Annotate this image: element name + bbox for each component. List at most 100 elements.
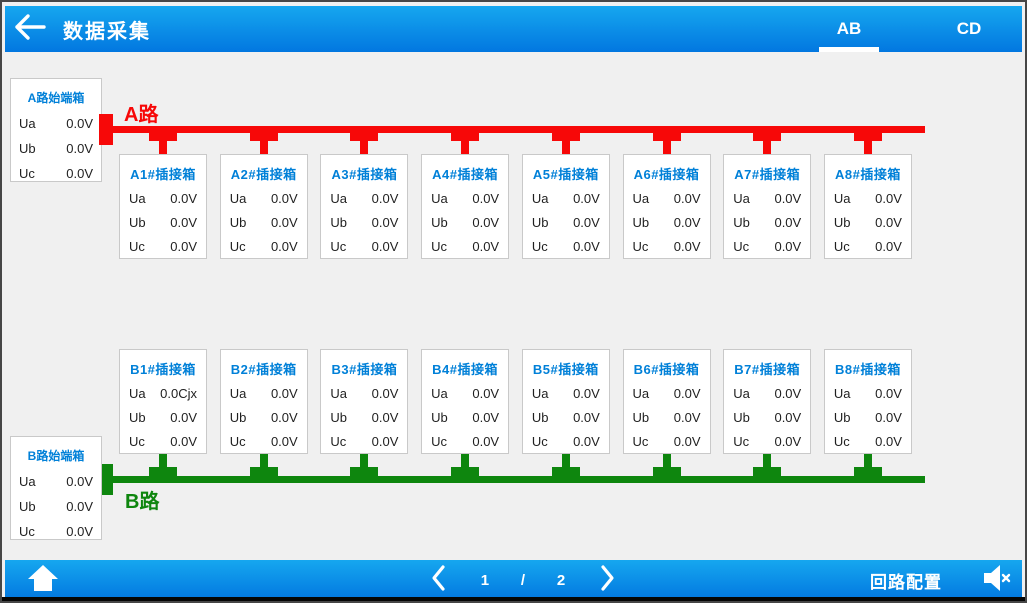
voltage-label: Uc	[733, 239, 750, 254]
bus-tap-connector	[249, 132, 278, 154]
voltage-row: Ub 0.0V	[221, 211, 307, 235]
junction-box-title: B5#插接箱	[532, 362, 599, 377]
voltage-value: 0.0V	[66, 141, 93, 156]
junction-box: A7#插接箱 Ua 0.0V Ub 0.0V Uc 0.0V	[723, 154, 812, 259]
voltage-label: Uc	[431, 434, 447, 449]
voltage-label: Ub	[833, 215, 851, 230]
footer-bar: 1 / 2 回路配置	[5, 560, 1022, 600]
voltage-row: Uc 0.0V	[825, 235, 911, 259]
tab-cd[interactable]: CD	[939, 6, 999, 52]
voltage-row: Ub 0.0V	[825, 406, 911, 430]
voltage-row: Uc 0.0V	[624, 235, 710, 259]
voltage-label: Ub	[431, 215, 448, 230]
voltage-label: Uc	[632, 239, 649, 254]
voltage-row: Uc 0.0V	[120, 430, 206, 454]
junction-box: B5#插接箱 Ua 0.0V Ub 0.0V Uc 0.0V	[521, 349, 610, 454]
circuit-config-button[interactable]: 回路配置	[870, 560, 942, 600]
voltage-row: Uc 0.0V	[120, 235, 206, 259]
voltage-value: 0.0V	[270, 215, 298, 230]
voltage-label: Ub	[330, 215, 348, 230]
voltage-value: 0.0V	[673, 434, 701, 449]
voltage-value: 0.0V	[270, 239, 298, 254]
voltage-label: Uc	[431, 239, 447, 254]
mute-button[interactable]	[981, 564, 1013, 595]
junction-box-cell: A1#插接箱 Ua 0.0V Ub 0.0V Uc 0.0V	[119, 132, 207, 259]
junction-box-cell: A7#插接箱 Ua 0.0V Ub 0.0V Uc 0.0V	[723, 132, 812, 259]
voltage-row: Ua 0.0V	[321, 187, 407, 211]
voltage-value: 0.0V	[573, 191, 600, 206]
voltage-row: Ua 0.0V	[422, 187, 508, 211]
voltage-value: 0.0V	[774, 386, 802, 401]
row-a-boxes: A1#插接箱 Ua 0.0V Ub 0.0V Uc 0.0V A2#插接箱 Ua…	[119, 132, 912, 259]
junction-box: B3#插接箱 Ua 0.0V Ub 0.0V Uc 0.0V	[320, 349, 409, 454]
voltage-label: Uc	[129, 434, 145, 449]
bottom-strip	[2, 597, 1025, 601]
junction-box-cell: B4#插接箱 Ua 0.0V Ub 0.0V Uc 0.0V	[421, 349, 510, 476]
junction-box-title: A2#插接箱	[230, 167, 297, 182]
voltage-value: 0.0V	[774, 215, 802, 230]
voltage-value: 0.0V	[472, 191, 500, 206]
voltage-label: Ub	[129, 410, 146, 425]
voltage-label: Ub	[229, 410, 247, 425]
bus-tap-connector	[451, 132, 480, 154]
voltage-label: Ua	[632, 386, 650, 401]
voltage-label: Ua	[632, 191, 650, 206]
junction-box-cell: B7#插接箱 Ua 0.0V Ub 0.0V Uc 0.0V	[723, 349, 812, 476]
title-bar: 数据采集 AB CD	[5, 6, 1022, 52]
voltage-row: Ua 0.0V	[523, 187, 609, 211]
junction-box: B8#插接箱 Ua 0.0V Ub 0.0V Uc 0.0V	[823, 349, 912, 454]
voltage-value: 0.0V	[875, 191, 902, 206]
voltage-label: Ub	[330, 410, 348, 425]
tab-ab[interactable]: AB	[819, 6, 879, 52]
page-current: 1	[480, 571, 490, 589]
voltage-label: Ub	[733, 410, 750, 425]
voltage-value: 0.0V	[270, 434, 298, 449]
voltage-value: 0.0V	[673, 239, 701, 254]
active-tab-underline	[819, 47, 879, 52]
voltage-label: Uc	[229, 434, 246, 449]
junction-box: A6#插接箱 Ua 0.0V Ub 0.0V Uc 0.0V	[622, 154, 711, 259]
voltage-label: Ua	[330, 191, 348, 206]
voltage-label: Ub	[833, 410, 851, 425]
tab-cd-label: CD	[956, 19, 982, 38]
voltage-row: Ub 0.0V	[422, 406, 508, 430]
voltage-label: Ua	[531, 191, 549, 206]
back-button[interactable]	[5, 6, 55, 52]
voltage-value: 0.0V	[875, 239, 902, 254]
voltage-label: Ua	[229, 191, 247, 206]
voltage-label: Ua	[229, 386, 247, 401]
junction-box-title: B8#插接箱	[834, 362, 901, 377]
voltage-row: Ub 0.0V	[724, 211, 810, 235]
voltage-value: 0.0V	[170, 434, 197, 449]
voltage-value: 0.0V	[270, 191, 298, 206]
voltage-row: Ua 0.0V	[11, 469, 101, 494]
voltage-row: Ub 0.0V	[523, 211, 609, 235]
voltage-value: 0.0V	[573, 386, 600, 401]
voltage-row: Uc 0.0V	[724, 235, 810, 259]
voltage-row: Ub 0.0V	[422, 211, 508, 235]
junction-box-cell: A2#插接箱 Ua 0.0V Ub 0.0V Uc 0.0V	[219, 132, 308, 259]
voltage-row: Ua 0.0V	[724, 382, 810, 406]
prev-page-button[interactable]	[427, 564, 449, 595]
voltage-row: Ub 0.0V	[724, 406, 810, 430]
junction-box: B6#插接箱 Ua 0.0V Ub 0.0V Uc 0.0V	[622, 349, 711, 454]
voltage-value: 0.0V	[371, 410, 399, 425]
bus-tap-connector	[551, 132, 580, 154]
voltage-value: 0.0V	[673, 191, 701, 206]
voltage-row: Ua 0.0V	[523, 382, 609, 406]
bus-tap-connector	[652, 132, 681, 154]
voltage-row: Ua 0.0V	[321, 382, 407, 406]
voltage-row: Uc 0.0V	[221, 235, 307, 259]
voltage-row: Ub 0.0V	[624, 406, 710, 430]
pagination: 1 / 2	[427, 560, 619, 600]
voltage-value: 0.0V	[371, 386, 399, 401]
voltage-label: Ua	[19, 116, 36, 131]
voltage-row: Ua 0.0V	[825, 187, 911, 211]
voltage-label: Uc	[733, 434, 750, 449]
home-button[interactable]	[23, 564, 63, 596]
page-title: 数据采集	[63, 20, 151, 43]
chevron-right-icon	[600, 564, 616, 597]
source-box-a-title: A路始端箱	[27, 91, 85, 105]
bus-tap-connector	[451, 454, 480, 476]
next-page-button[interactable]	[597, 564, 619, 597]
